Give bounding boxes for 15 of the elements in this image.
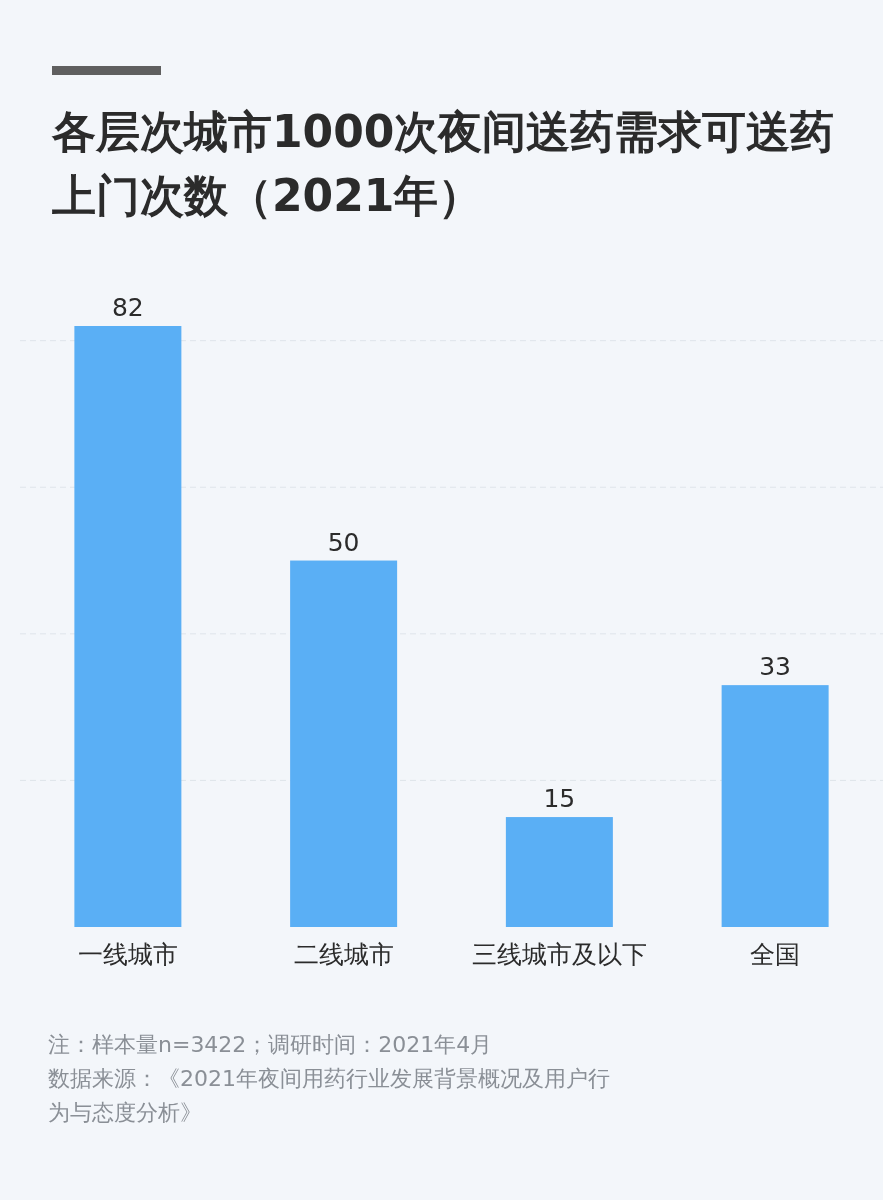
- source-note: 数据来源：《2021年夜间用药行业发展背景概况及用户行为与态度分析》: [48, 1065, 611, 1127]
- bar: [721, 685, 829, 927]
- chart-title: 各层次城市1000次夜间送药需求可送药上门次数（2021年）: [52, 105, 836, 223]
- bar: [74, 326, 182, 927]
- x-tick-label: 三线城市及以下: [471, 940, 647, 969]
- x-tick-label: 全国: [750, 940, 801, 969]
- text: 注：样本量n=3422；调研时间：2021年4月: [48, 1031, 494, 1059]
- x-tick-label: 一线城市: [77, 940, 178, 969]
- bar: [505, 817, 613, 927]
- data-label: 82: [111, 293, 144, 322]
- data-label: 50: [327, 527, 360, 557]
- x-tick-label: 二线城市: [293, 940, 394, 969]
- bar: [290, 560, 398, 927]
- data-label: 33: [759, 652, 792, 682]
- data-label: 15: [543, 784, 576, 814]
